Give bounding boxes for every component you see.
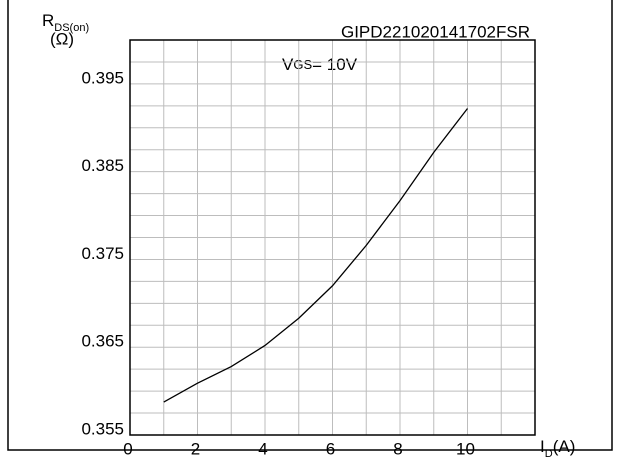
plot-frame: [129, 39, 536, 436]
y-tick-label: 0.385: [81, 156, 124, 175]
x-axis-label: ID(A): [540, 437, 575, 459]
x-tick-label: 8: [393, 439, 402, 458]
y-axis-label: RDS(on): [42, 11, 89, 33]
x-label-main: I: [540, 437, 545, 456]
annotation-sub: GS: [293, 57, 312, 72]
x-tick-label: 4: [258, 439, 267, 458]
y-unit: (Ω): [50, 29, 74, 48]
line: [163, 108, 469, 403]
y-label-main: R: [42, 11, 54, 30]
y-tick-label: 0.365: [81, 332, 124, 351]
annotation: VGS= 10V: [282, 55, 358, 74]
y-tick-label: 0.395: [81, 68, 124, 87]
x-label-unit: (A): [553, 437, 576, 456]
y-tick-label: 0.375: [81, 244, 124, 263]
code: GIPD221020141702FSR: [341, 22, 530, 41]
y-label-sub: DS(on): [54, 22, 89, 34]
frame: [7, 0, 613, 451]
annotation-main: V: [282, 55, 294, 74]
annotation-rest: = 10V: [312, 55, 358, 74]
x-tick-label: 0: [123, 439, 132, 458]
x-tick-label: 10: [456, 439, 475, 458]
x-tick-label: 2: [191, 439, 200, 458]
x-tick-label: 6: [326, 439, 335, 458]
x-label-sub: D: [545, 448, 553, 460]
y-tick-label: 0.355: [81, 419, 124, 438]
